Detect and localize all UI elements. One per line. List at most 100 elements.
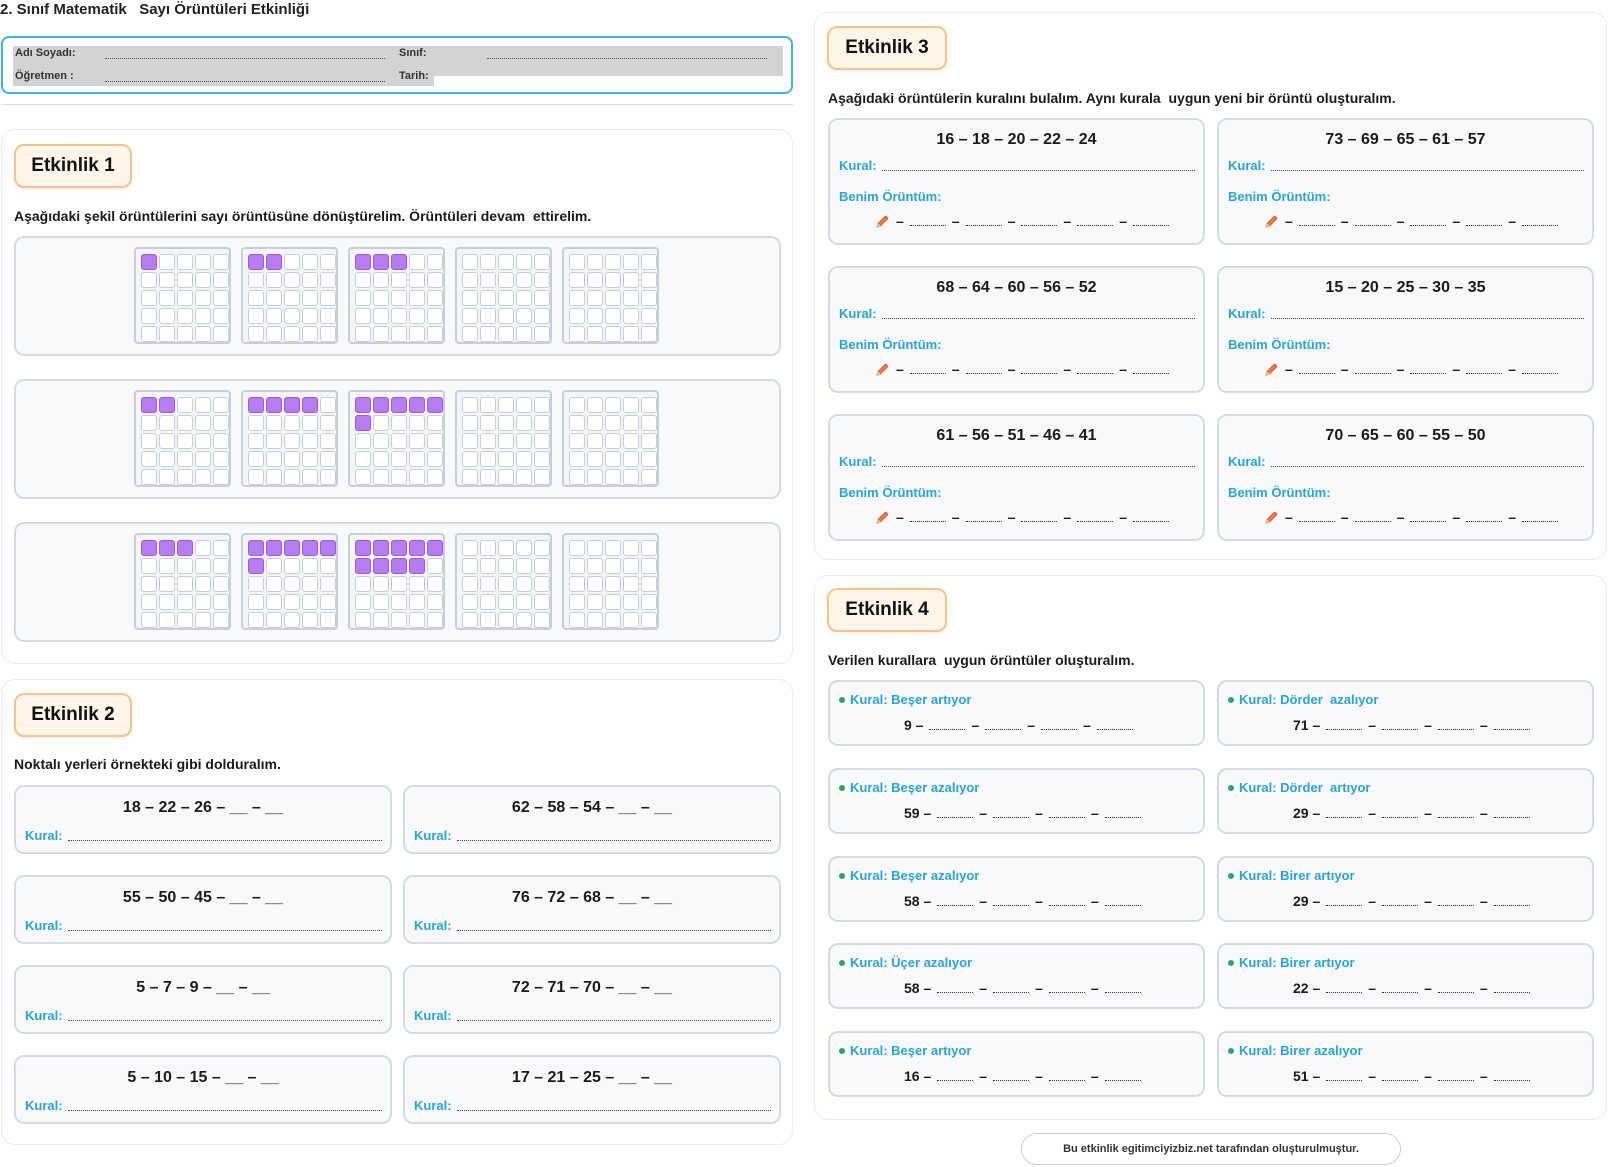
kural-answer-line[interactable]: [457, 1020, 771, 1021]
blank-field[interactable]: [1096, 729, 1133, 730]
blank-field[interactable]: [909, 225, 946, 226]
blank-field[interactable]: [1493, 1080, 1530, 1081]
blank-field[interactable]: [909, 373, 946, 374]
teacher-field[interactable]: [105, 81, 385, 82]
blank-field[interactable]: [1410, 521, 1447, 522]
kural-answer-line[interactable]: [68, 840, 382, 841]
blank-field[interactable]: [1466, 225, 1503, 226]
kural-answer-line[interactable]: [457, 1110, 771, 1111]
blank-field[interactable]: [1326, 817, 1363, 818]
blank-field[interactable]: [965, 521, 1002, 522]
blank-field[interactable]: [1466, 521, 1503, 522]
blank-field[interactable]: [1382, 1080, 1419, 1081]
blank-field[interactable]: [1326, 905, 1363, 906]
blank-field[interactable]: [937, 1080, 974, 1081]
kural-answer-line[interactable]: [882, 170, 1195, 171]
blank-field[interactable]: [1132, 225, 1169, 226]
pattern-blanks[interactable]: – – – – –: [896, 213, 1175, 229]
blank-field[interactable]: [1437, 1080, 1474, 1081]
blank-field[interactable]: [1048, 817, 1085, 818]
pattern-blanks[interactable]: – – – – –: [1285, 509, 1564, 525]
blank-field[interactable]: [1104, 992, 1141, 993]
blank-field[interactable]: [1104, 905, 1141, 906]
blank-field[interactable]: [1493, 905, 1530, 906]
blank-field[interactable]: [1048, 905, 1085, 906]
pattern-blanks[interactable]: – – – –: [920, 1068, 1147, 1084]
blank-field[interactable]: [1298, 373, 1335, 374]
kural-answer-line[interactable]: [68, 1110, 382, 1111]
blank-field[interactable]: [1326, 1080, 1363, 1081]
pattern-blanks[interactable]: – – – –: [1309, 980, 1536, 996]
blank-field[interactable]: [1048, 992, 1085, 993]
blank-field[interactable]: [937, 817, 974, 818]
blank-field[interactable]: [1437, 992, 1474, 993]
blank-field[interactable]: [1298, 521, 1335, 522]
kural-answer-line[interactable]: [1271, 466, 1584, 467]
blank-field[interactable]: [1493, 817, 1530, 818]
blank-field[interactable]: [937, 992, 974, 993]
pattern-blanks[interactable]: – – – –: [912, 717, 1139, 733]
blank-field[interactable]: [1077, 225, 1114, 226]
pattern-blanks[interactable]: – – – –: [920, 805, 1147, 821]
blank-field[interactable]: [1021, 225, 1058, 226]
pattern-blanks[interactable]: – – – –: [920, 893, 1147, 909]
blank-field[interactable]: [1466, 373, 1503, 374]
blank-field[interactable]: [1354, 521, 1391, 522]
blank-field[interactable]: [1354, 373, 1391, 374]
blank-field[interactable]: [929, 729, 966, 730]
kural-answer-line[interactable]: [457, 930, 771, 931]
blank-field[interactable]: [1437, 817, 1474, 818]
pattern-blanks[interactable]: – – – –: [1309, 893, 1536, 909]
blank-field[interactable]: [1104, 817, 1141, 818]
blank-field[interactable]: [1132, 521, 1169, 522]
blank-field[interactable]: [1041, 729, 1078, 730]
pattern-blanks[interactable]: – – – – –: [1285, 361, 1564, 377]
blank-field[interactable]: [965, 225, 1002, 226]
blank-field[interactable]: [1048, 1080, 1085, 1081]
pattern-blanks[interactable]: – – – –: [920, 980, 1147, 996]
blank-field[interactable]: [1521, 225, 1558, 226]
blank-field[interactable]: [993, 1080, 1030, 1081]
blank-field[interactable]: [1326, 729, 1363, 730]
blank-field[interactable]: [1382, 729, 1419, 730]
blank-field[interactable]: [1521, 521, 1558, 522]
name-field[interactable]: [105, 58, 385, 59]
kural-answer-line[interactable]: [457, 840, 771, 841]
kural-answer-line[interactable]: [882, 318, 1195, 319]
kural-answer-line[interactable]: [68, 930, 382, 931]
pattern-blanks[interactable]: – – – –: [1309, 805, 1536, 821]
kural-answer-line[interactable]: [1271, 170, 1584, 171]
blank-field[interactable]: [1326, 992, 1363, 993]
blank-field[interactable]: [1437, 905, 1474, 906]
blank-field[interactable]: [1298, 225, 1335, 226]
blank-field[interactable]: [1382, 905, 1419, 906]
pattern-blanks[interactable]: – – – – –: [1285, 213, 1564, 229]
blank-field[interactable]: [1077, 521, 1114, 522]
kural-answer-line[interactable]: [882, 466, 1195, 467]
blank-field[interactable]: [1021, 373, 1058, 374]
blank-field[interactable]: [1410, 225, 1447, 226]
pattern-blanks[interactable]: – – – – –: [896, 361, 1175, 377]
blank-field[interactable]: [965, 373, 1002, 374]
blank-field[interactable]: [1382, 992, 1419, 993]
pattern-blanks[interactable]: – – – – –: [896, 509, 1175, 525]
blank-field[interactable]: [985, 729, 1022, 730]
blank-field[interactable]: [1521, 373, 1558, 374]
blank-field[interactable]: [1104, 1080, 1141, 1081]
blank-field[interactable]: [1354, 225, 1391, 226]
blank-field[interactable]: [1077, 373, 1114, 374]
kural-answer-line[interactable]: [1271, 318, 1584, 319]
pattern-blanks[interactable]: – – – –: [1309, 717, 1536, 733]
blank-field[interactable]: [1493, 729, 1530, 730]
blank-field[interactable]: [993, 905, 1030, 906]
blank-field[interactable]: [1382, 817, 1419, 818]
blank-field[interactable]: [1493, 992, 1530, 993]
blank-field[interactable]: [993, 992, 1030, 993]
pattern-blanks[interactable]: – – – –: [1309, 1068, 1536, 1084]
class-field[interactable]: [487, 58, 767, 59]
blank-field[interactable]: [993, 817, 1030, 818]
blank-field[interactable]: [1410, 373, 1447, 374]
blank-field[interactable]: [909, 521, 946, 522]
kural-answer-line[interactable]: [68, 1020, 382, 1021]
blank-field[interactable]: [1021, 521, 1058, 522]
